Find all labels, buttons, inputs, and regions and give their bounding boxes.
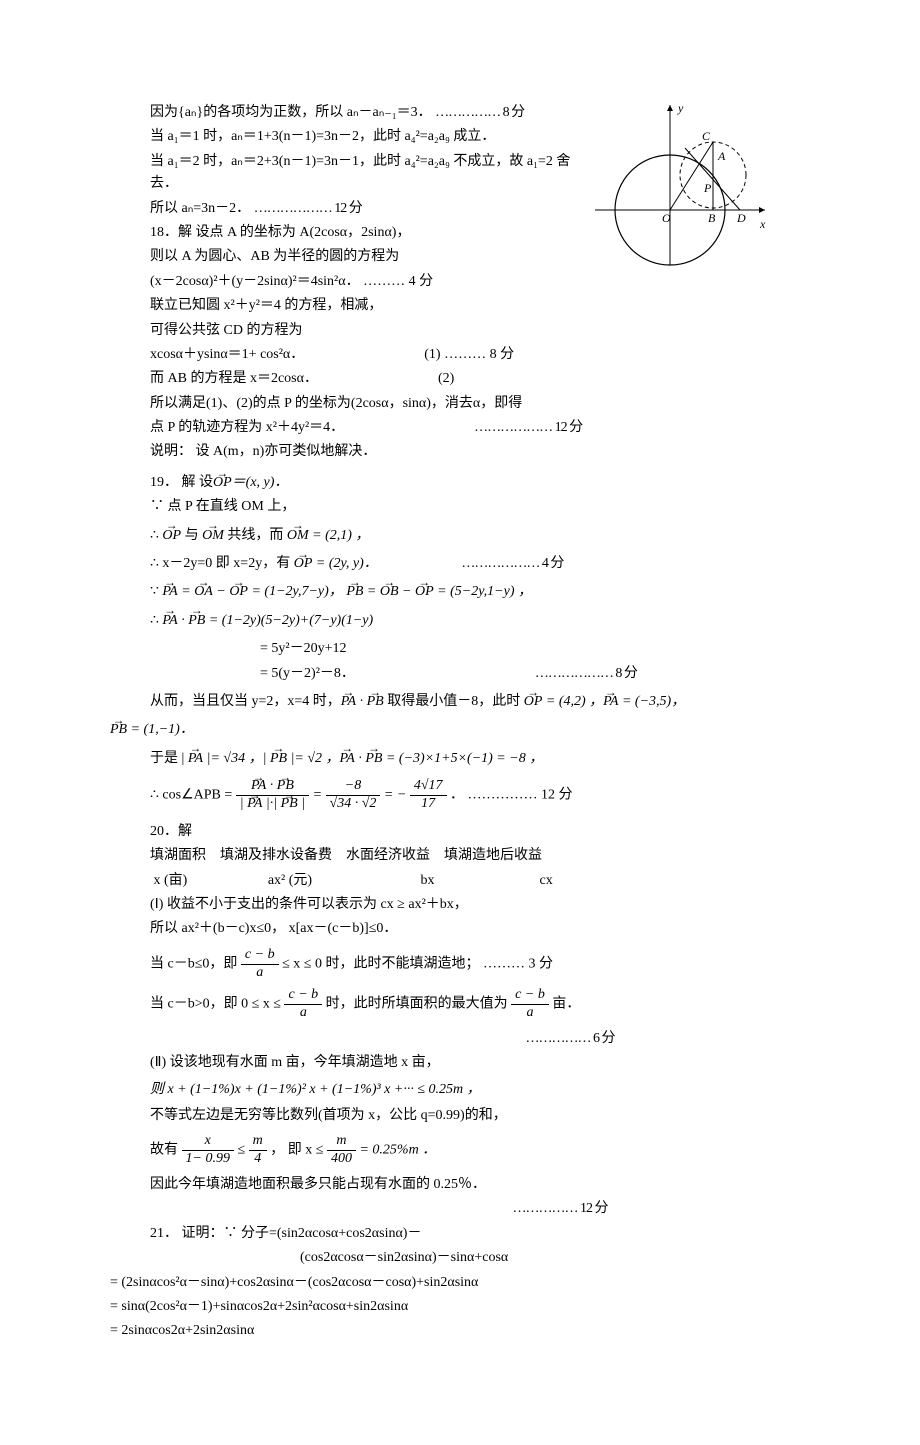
text-line: 可得公共弦 CD 的方程为 <box>150 320 770 342</box>
svg-text:C: C <box>702 129 711 143</box>
text-line: 20．解 <box>150 821 770 843</box>
text-line: 19． 解 设OP＝(x, y)． <box>150 472 770 494</box>
text-line: 则 x + (1−1%)x + (1−1%)² x + (1−1%)³ x +·… <box>150 1079 770 1101</box>
svg-text:D: D <box>736 211 746 225</box>
text-line: 当 c－b≤0，即 c − ba ≤ x ≤ 0 时，此时不能填湖造地； ………… <box>150 947 770 982</box>
svg-text:x: x <box>759 217 766 231</box>
text-line: = (2sinαcos²α－sinα)+cos2αsinα－(cos2αcosα… <box>110 1272 770 1294</box>
text-line: 于是 | PA |= √34 ，| PB |= √2 ，PA · PB = (−… <box>150 748 770 770</box>
table-header: 填湖面积 填湖及排水设备费 水面经济收益 填湖造地后收益 <box>150 845 770 867</box>
text-line: = sinα(2cos²α－1)+sinαcos2α+2sin²αcosα+si… <box>110 1296 770 1318</box>
text-line: 点 P 的轨迹方程为 x²＋4y²＝4．……………… 12 分 <box>150 417 770 439</box>
text-line: (cos2αcosα－sin2αsinα)－sinα+cosα <box>150 1247 770 1269</box>
text-line: xcosα＋ysinα＝1+ cos²α．(1) ……… 8 分 <box>150 344 770 366</box>
geometry-figure: O B D A C P x y <box>590 100 770 278</box>
text-line: 说明： 设 A(m，n)亦可类似地解决． <box>150 441 770 463</box>
text-line: 故有 x1− 0.99 ≤ m4 ， 即 x ≤ m400 = 0.25%m ． <box>150 1133 770 1168</box>
table-row: x (亩) ax² (元) bx cx <box>150 870 770 892</box>
text-line: (Ⅰ) 收益不小于支出的条件可以表示为 cx ≥ ax²＋bx， <box>150 894 770 916</box>
text-line: 当 c－b>0，即 0 ≤ x ≤ c − ba 时，此时所填面积的最大值为 c… <box>150 987 770 1022</box>
text-line: 所以 ax²＋(b－c)x≤0， x[ax－(c－b)]≤0． <box>150 918 770 940</box>
text-line: ∵ PA = OA − OP = (1−2y,7−y)， PB = OB − O… <box>150 581 770 603</box>
svg-text:y: y <box>677 101 684 115</box>
text-line: ∴ cos∠APB = PA · PB| PA |·| PB | = −8√34… <box>150 778 770 813</box>
text-line: 而 AB 的方程是 x＝2cosα．(2) <box>150 368 770 390</box>
text-line: 不等式左边是无穷等比数列(首项为 x，公比 q=0.99)的和， <box>150 1105 770 1127</box>
text-line: 因此今年填湖造地面积最多只能占现有水面的 0.25％． <box>150 1174 770 1196</box>
text-line: ∴ x－2y=0 即 x=2y，有 OP = (2y, y)． ……………… 4… <box>150 553 770 575</box>
text-line: = 2sinαcos2α+2sin2αsinα <box>110 1320 770 1342</box>
text-line: 联立已知圆 x²＋y²＝4 的方程，相减， <box>150 295 770 317</box>
text-line: 从而，当且仅当 y=2，x=4 时，PA · PB 取得最小值－8，此时 OP … <box>150 691 770 713</box>
text-line: = 5(y－2)²－8．……………… 8 分 <box>150 663 770 685</box>
text-line: ∴ OP 与 OM 共线，而 OM = (2,1) ， <box>150 525 770 547</box>
svg-text:B: B <box>708 211 716 225</box>
text-line: = 5y²－20y+12 <box>150 638 770 660</box>
text-line: 21． 证明：∵ 分子=(sin2αcosα+cos2αsinα)－ <box>150 1223 770 1245</box>
text-line: 所以满足(1)、(2)的点 P 的坐标为(2cosα，sinα)，消去α，即得 <box>150 393 770 415</box>
svg-text:P: P <box>703 181 712 195</box>
text-line: …………… 6 分 <box>150 1028 770 1050</box>
text-line: ∵ 点 P 在直线 OM 上， <box>150 496 770 518</box>
text-line: PB = (1,−1)． <box>110 719 770 741</box>
text-line: (Ⅱ) 设该地现有水面 m 亩，今年填湖造地 x 亩， <box>150 1052 770 1074</box>
svg-text:A: A <box>717 149 726 163</box>
svg-text:O: O <box>662 211 671 225</box>
text-line: ∴ PA · PB = (1−2y)(5−2y)+(7−y)(1−y) <box>150 610 770 632</box>
text-line: …………… 12 分 <box>150 1198 770 1220</box>
